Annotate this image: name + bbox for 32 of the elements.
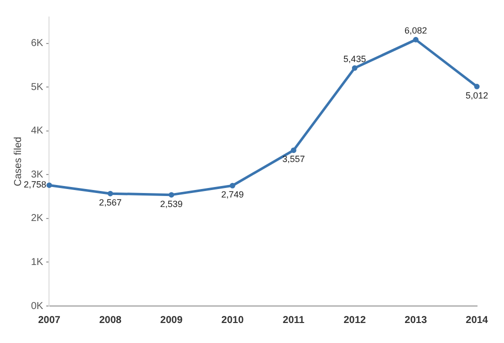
x-tick-label: 2010 [221, 314, 244, 326]
y-tick-label: 4K [30, 126, 44, 137]
point [290, 147, 296, 153]
point [474, 84, 480, 90]
point [413, 36, 419, 42]
y-axis-title: Cases filed [12, 136, 24, 186]
x-tick-label: 2007 [38, 314, 61, 326]
point [230, 182, 236, 188]
text: 6,082 [404, 26, 428, 36]
y-tick-label: 0K [30, 300, 44, 312]
point [46, 182, 52, 188]
text: 5,435 [343, 54, 366, 64]
x-tick-label: 2014 [466, 314, 488, 326]
x-tick-label: 2012 [344, 314, 366, 326]
text: 3,557 [282, 154, 305, 164]
point [352, 65, 358, 71]
x-tick-label: 2013 [404, 314, 428, 326]
text: 2,758 [24, 180, 46, 190]
text: 5,012 [466, 90, 488, 101]
point [108, 190, 114, 196]
x-tick-label: 2011 [282, 314, 305, 326]
y-tick-label: 6K [30, 38, 44, 50]
y-tick-label: 3K [30, 169, 44, 180]
x-tick-label: 2008 [99, 314, 122, 326]
y-tick-label: 2K [30, 213, 44, 224]
x-tick-label: 2009 [160, 314, 183, 326]
point [168, 192, 174, 198]
text: 2,539 [160, 198, 183, 209]
y-tick-label: 1K [30, 256, 44, 268]
text: 2,567 [99, 198, 122, 208]
text: 2,749 [221, 190, 244, 200]
y-tick-label: 5K [30, 82, 44, 93]
